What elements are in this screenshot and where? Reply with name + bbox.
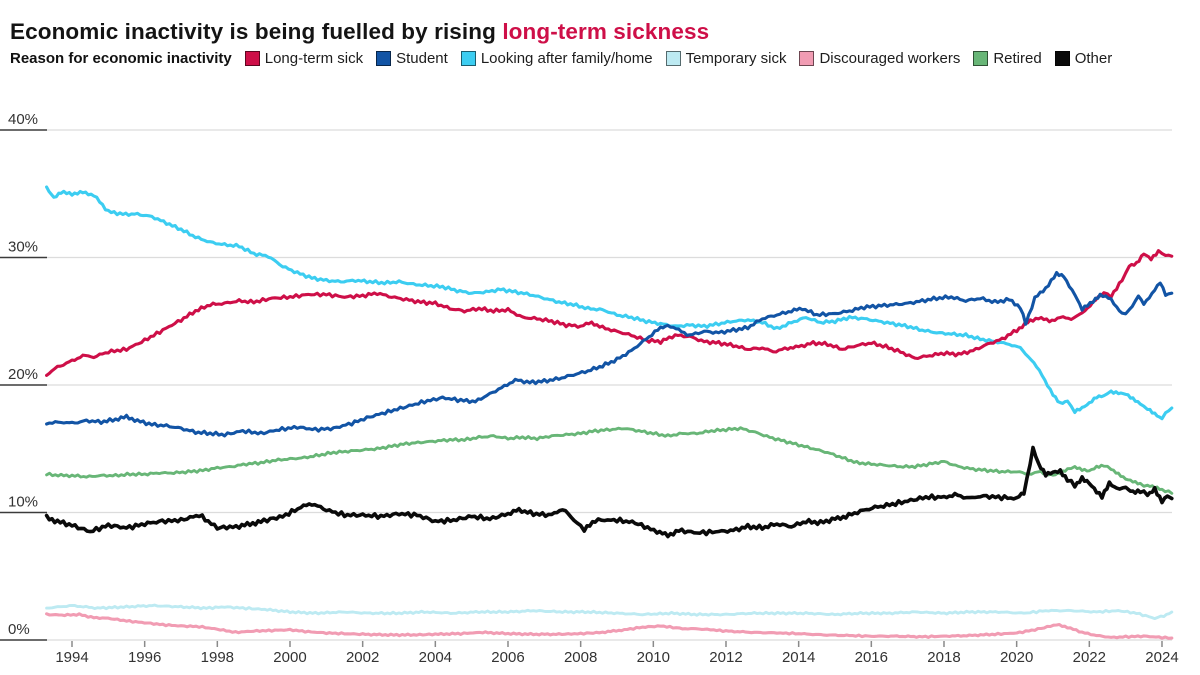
- series-line-retired: [45, 426, 1174, 495]
- legend-swatch-other: [1054, 51, 1070, 66]
- legend-item-long-term-sick: Long-term sick: [244, 48, 364, 69]
- legend-item-other: Other: [1054, 48, 1113, 69]
- x-tick-label-2008: 2008: [564, 649, 597, 666]
- x-tick-label-2002: 2002: [346, 649, 379, 666]
- y-tick-label-40: 40%: [8, 111, 38, 128]
- legend-item-temporary-sick: Temporary sick: [665, 48, 787, 69]
- x-tick-label-1998: 1998: [201, 649, 234, 666]
- x-tick-label-2024: 2024: [1145, 649, 1178, 666]
- x-tick-label-1996: 1996: [128, 649, 161, 666]
- x-tick-label-1994: 1994: [55, 649, 88, 666]
- legend-label: Temporary sick: [685, 50, 787, 67]
- series-line-other: [44, 445, 1174, 539]
- y-tick-label-20: 20%: [8, 366, 38, 383]
- x-tick-label-2006: 2006: [491, 649, 524, 666]
- x-tick-label-2004: 2004: [419, 649, 452, 666]
- y-tick-label-30: 30%: [8, 239, 38, 256]
- y-tick-label-0: 0%: [8, 621, 30, 638]
- page-title-accent: long-term sickness: [502, 19, 710, 45]
- x-tick-label-2022: 2022: [1073, 649, 1106, 666]
- page-title: Economic inactivity is being fuelled by …: [10, 19, 709, 45]
- series-line-discouraged-workers: [45, 612, 1174, 640]
- legend-label: Retired: [993, 50, 1042, 67]
- legend-label: Discouraged workers: [819, 50, 961, 67]
- x-tick-label-2014: 2014: [782, 649, 815, 666]
- legend-label: Looking after family/home: [480, 50, 653, 67]
- legend-label: Other: [1074, 50, 1113, 67]
- y-tick-label-10: 10%: [8, 494, 38, 511]
- series-line-long-term-sick: [45, 249, 1174, 377]
- legend-swatch-temporary-sick: [665, 51, 681, 66]
- legend-heading: Reason for economic inactivity: [10, 50, 232, 67]
- legend-swatch-student: [376, 51, 392, 66]
- legend-item-discouraged-workers: Discouraged workers: [799, 48, 960, 69]
- page-title-plain: Economic inactivity is being fuelled by …: [10, 19, 503, 45]
- x-tick-label-2010: 2010: [637, 649, 670, 666]
- legend-item-looking-after-family-home: Looking after family/home: [460, 48, 653, 69]
- legend-label: Student: [396, 50, 448, 67]
- legend-swatch-discouraged-workers: [799, 51, 815, 66]
- legend-item-retired: Retired: [973, 48, 1042, 69]
- legend-swatch-long-term-sick: [244, 51, 260, 66]
- x-tick-label-2012: 2012: [709, 649, 742, 666]
- x-tick-label-2018: 2018: [927, 649, 960, 666]
- legend-swatch-looking-after-family-home: [460, 51, 476, 66]
- legend-swatch-retired: [973, 51, 989, 66]
- legend-item-student: Student: [376, 48, 448, 69]
- x-tick-label-2016: 2016: [855, 649, 888, 666]
- chart-legend: Reason for economic inactivity Long-term…: [10, 48, 1178, 69]
- series-line-temporary-sick: [45, 603, 1174, 621]
- x-tick-label-2000: 2000: [273, 649, 306, 666]
- x-tick-label-2020: 2020: [1000, 649, 1033, 666]
- series-line-student: [45, 270, 1174, 438]
- legend-label: Long-term sick: [264, 50, 364, 67]
